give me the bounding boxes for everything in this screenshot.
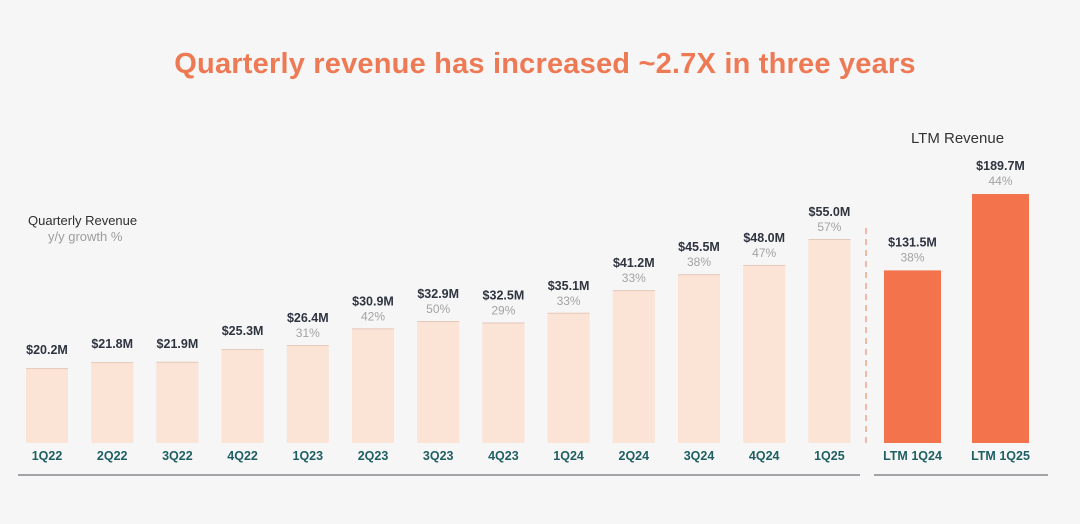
value-label-2q24: $41.2M [613, 256, 655, 270]
bar-3q24 [678, 274, 720, 443]
bar-2q24 [612, 290, 655, 443]
category-label-1q25: 1Q25 [814, 449, 845, 463]
value-label-1q24: $35.1M [548, 279, 590, 293]
value-label-3q22: $21.9M [157, 337, 199, 351]
bar-1q25 [808, 239, 851, 443]
bar-2q22 [91, 362, 134, 443]
bar-1q24 [547, 312, 590, 443]
bar-3q22 [156, 361, 199, 443]
value-label-2q22: $21.8M [91, 337, 133, 351]
bar-3q23 [417, 320, 460, 443]
value-label-1q23: $26.4M [287, 311, 329, 325]
category-label-1q24: 1Q24 [553, 449, 584, 463]
bar-4q24 [743, 264, 786, 443]
category-label-4q23: 4Q23 [488, 449, 519, 463]
category-label-3q22: 3Q22 [162, 449, 193, 463]
category-label-2q24: 2Q24 [619, 449, 650, 463]
growth-label-1q23: 31% [296, 326, 320, 340]
value-label-1q25: $55.0M [809, 205, 851, 219]
value-label-4q24: $48.0M [743, 231, 785, 245]
growth-label-2q23: 42% [361, 309, 385, 323]
bar-ltm-1q25 [972, 194, 1029, 443]
category-label-ltm-1q24: LTM 1Q24 [883, 449, 942, 463]
bar-1q23 [286, 345, 329, 443]
category-label-3q23: 3Q23 [423, 449, 454, 463]
category-label-2q22: 2Q22 [97, 449, 128, 463]
legend-growth-label: y/y growth % [48, 229, 123, 244]
category-label-ltm-1q25: LTM 1Q25 [971, 449, 1030, 463]
growth-label-4q24: 47% [752, 246, 776, 260]
growth-label-ltm-1q25: 44% [988, 174, 1012, 188]
bar-4q23 [482, 322, 525, 443]
growth-label-1q25: 57% [817, 220, 841, 234]
growth-label-3q24: 38% [687, 255, 711, 269]
value-label-1q22: $20.2M [26, 343, 68, 357]
bar-1q22 [26, 368, 68, 443]
category-label-1q22: 1Q22 [32, 449, 63, 463]
ltm-section-title: LTM Revenue [910, 130, 1005, 147]
growth-label-4q23: 29% [491, 303, 515, 317]
value-label-ltm-1q25: $189.7M [976, 159, 1025, 173]
bar-4q22 [221, 349, 264, 443]
chart-title: Quarterly revenue has increased ~2.7X in… [174, 48, 916, 80]
growth-label-2q24: 33% [622, 271, 646, 285]
category-label-2q23: 2Q23 [358, 449, 389, 463]
category-label-1q23: 1Q23 [293, 449, 324, 463]
category-label-4q24: 4Q24 [749, 449, 780, 463]
value-label-4q22: $25.3M [222, 324, 264, 338]
bar-2q23 [352, 328, 394, 443]
category-label-3q24: 3Q24 [684, 449, 715, 463]
growth-label-1q24: 33% [557, 294, 581, 308]
value-label-4q23: $32.5M [483, 288, 525, 302]
legend-revenue-label: Quarterly Revenue [28, 213, 138, 228]
legend: Quarterly Revenue y/y growth % [28, 213, 137, 245]
value-label-ltm-1q24: $131.5M [888, 235, 937, 249]
value-label-3q24: $45.5M [678, 240, 720, 254]
value-label-3q23: $32.9M [417, 287, 459, 301]
value-label-2q23: $30.9M [352, 294, 394, 308]
bar-ltm-1q24 [884, 270, 941, 443]
growth-label-3q23: 50% [426, 302, 450, 316]
growth-label-ltm-1q24: 38% [900, 250, 924, 264]
category-label-4q22: 4Q22 [227, 449, 258, 463]
